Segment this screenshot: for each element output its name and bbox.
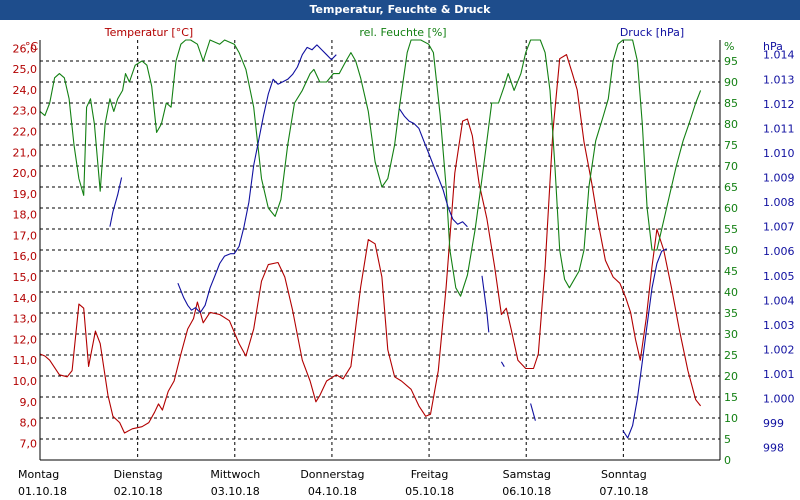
pressure-series-line bbox=[530, 403, 536, 421]
humidity-tick-label: 30 bbox=[724, 328, 738, 341]
pressure-axis-title: Druck [hPa] bbox=[620, 26, 684, 39]
temperature-unit-label: °C bbox=[25, 40, 39, 53]
temperature-series-line bbox=[39, 54, 702, 434]
x-tick-day-label: Mittwoch bbox=[210, 468, 260, 481]
temperature-tick-label: 17,0 bbox=[13, 229, 38, 242]
series-lines bbox=[39, 39, 702, 439]
x-tick-day-label: Freitag bbox=[411, 468, 449, 481]
humidity-tick-label: 70 bbox=[724, 160, 738, 173]
pressure-tick-label: 999 bbox=[763, 417, 784, 430]
x-tick-date-label: 07.10.18 bbox=[599, 485, 648, 498]
temperature-tick-label: 12,0 bbox=[13, 333, 38, 346]
x-tick-date-label: 05.10.18 bbox=[405, 485, 454, 498]
pressure-tick-label: 1.009 bbox=[763, 172, 795, 185]
temperature-tick-label: 26,0 bbox=[13, 42, 38, 55]
pressure-tick-label: 1.008 bbox=[763, 196, 795, 209]
pressure-tick-label: 1.002 bbox=[763, 343, 795, 356]
x-tick-date-label: 01.10.18 bbox=[18, 485, 67, 498]
pressure-tick-label: 1.005 bbox=[763, 270, 795, 283]
pressure-tick-label: 1.011 bbox=[763, 122, 795, 135]
x-tick-date-label: 06.10.18 bbox=[502, 485, 551, 498]
temperature-tick-label: 19,0 bbox=[13, 188, 38, 201]
pressure-series-line bbox=[177, 44, 337, 314]
humidity-series-line bbox=[39, 39, 702, 297]
humidity-tick-label: 75 bbox=[724, 139, 738, 152]
humidity-tick-label: 90 bbox=[724, 76, 738, 89]
pressure-tick-label: 1.007 bbox=[763, 221, 795, 234]
x-tick-day-label: Dienstag bbox=[114, 468, 163, 481]
temperature-tick-label: 25,0 bbox=[13, 63, 38, 76]
humidity-tick-label: 50 bbox=[724, 244, 738, 257]
pressure-series-line bbox=[481, 275, 490, 333]
humidity-tick-label: 25 bbox=[724, 349, 738, 362]
pressure-series-line bbox=[500, 361, 505, 367]
temperature-tick-label: 16,0 bbox=[13, 250, 38, 263]
temperature-tick-label: 13,0 bbox=[13, 313, 38, 326]
humidity-tick-label: 10 bbox=[724, 412, 738, 425]
pressure-tick-label: 1.010 bbox=[763, 147, 795, 160]
pressure-tick-label: 1.004 bbox=[763, 294, 795, 307]
pressure-unit-label: hPa bbox=[763, 40, 783, 53]
pressure-tick-label: 1.014 bbox=[763, 49, 795, 62]
humidity-tick-label: 0 bbox=[724, 454, 731, 467]
temperature-tick-label: 8,0 bbox=[20, 417, 38, 430]
axis-labels: 7,0 8,0 9,0 10,0 11,0 12,0 13,0 14,0 15,0 16,0 17,… bbox=[13, 26, 795, 498]
pressure-tick-label: 1.012 bbox=[763, 98, 795, 111]
humidity-tick-label: 80 bbox=[724, 118, 738, 131]
humidity-tick-label: 95 bbox=[724, 55, 738, 68]
pressure-tick-label: 1.001 bbox=[763, 368, 795, 381]
pressure-series-line bbox=[398, 108, 468, 228]
temperature-tick-label: 23,0 bbox=[13, 105, 38, 118]
temperature-tick-label: 24,0 bbox=[13, 84, 38, 97]
temperature-tick-label: 20,0 bbox=[13, 167, 38, 180]
humidity-axis-title: rel. Feuchte [%] bbox=[359, 26, 446, 39]
temperature-tick-label: 15,0 bbox=[13, 271, 38, 284]
humidity-tick-label: 35 bbox=[724, 307, 738, 320]
x-tick-date-label: 04.10.18 bbox=[308, 485, 357, 498]
humidity-tick-label: 40 bbox=[724, 286, 738, 299]
x-tick-date-label: 02.10.18 bbox=[114, 485, 163, 498]
temperature-tick-label: 21,0 bbox=[13, 146, 38, 159]
plot-frame bbox=[39, 40, 721, 461]
humidity-tick-label: 15 bbox=[724, 391, 738, 404]
x-tick-day-label: Sonntag bbox=[601, 468, 647, 481]
humidity-unit-label: % bbox=[724, 40, 734, 53]
humidity-tick-label: 20 bbox=[724, 370, 738, 383]
x-tick-day-label: Donnerstag bbox=[300, 468, 364, 481]
humidity-tick-label: 5 bbox=[724, 433, 731, 446]
humidity-tick-label: 85 bbox=[724, 97, 738, 110]
x-tick-day-label: Montag bbox=[18, 468, 59, 481]
temperature-axis-title: Temperatur [°C] bbox=[104, 26, 193, 39]
temperature-tick-label: 14,0 bbox=[13, 292, 38, 305]
pressure-series-line bbox=[622, 248, 667, 439]
chart-title: Temperatur, Feuchte & Druck bbox=[0, 0, 800, 20]
temperature-tick-label: 18,0 bbox=[13, 209, 38, 222]
temperature-tick-label: 11,0 bbox=[13, 354, 38, 367]
humidity-tick-label: 60 bbox=[724, 202, 738, 215]
grid-lines bbox=[40, 40, 720, 460]
humidity-tick-label: 55 bbox=[724, 223, 738, 236]
pressure-tick-label: 998 bbox=[763, 442, 784, 455]
humidity-tick-label: 45 bbox=[724, 265, 738, 278]
pressure-series-line bbox=[109, 177, 123, 227]
pressure-tick-label: 1.000 bbox=[763, 393, 795, 406]
pressure-tick-label: 1.003 bbox=[763, 319, 795, 332]
pressure-tick-label: 1.013 bbox=[763, 73, 795, 86]
pressure-tick-label: 1.006 bbox=[763, 245, 795, 258]
temperature-tick-label: 7,0 bbox=[20, 437, 38, 450]
temperature-tick-label: 10,0 bbox=[13, 375, 38, 388]
temperature-tick-label: 22,0 bbox=[13, 125, 38, 138]
humidity-tick-label: 65 bbox=[724, 181, 738, 194]
temperature-tick-label: 9,0 bbox=[20, 396, 38, 409]
x-tick-date-label: 03.10.18 bbox=[211, 485, 260, 498]
x-tick-day-label: Samstag bbox=[503, 468, 551, 481]
